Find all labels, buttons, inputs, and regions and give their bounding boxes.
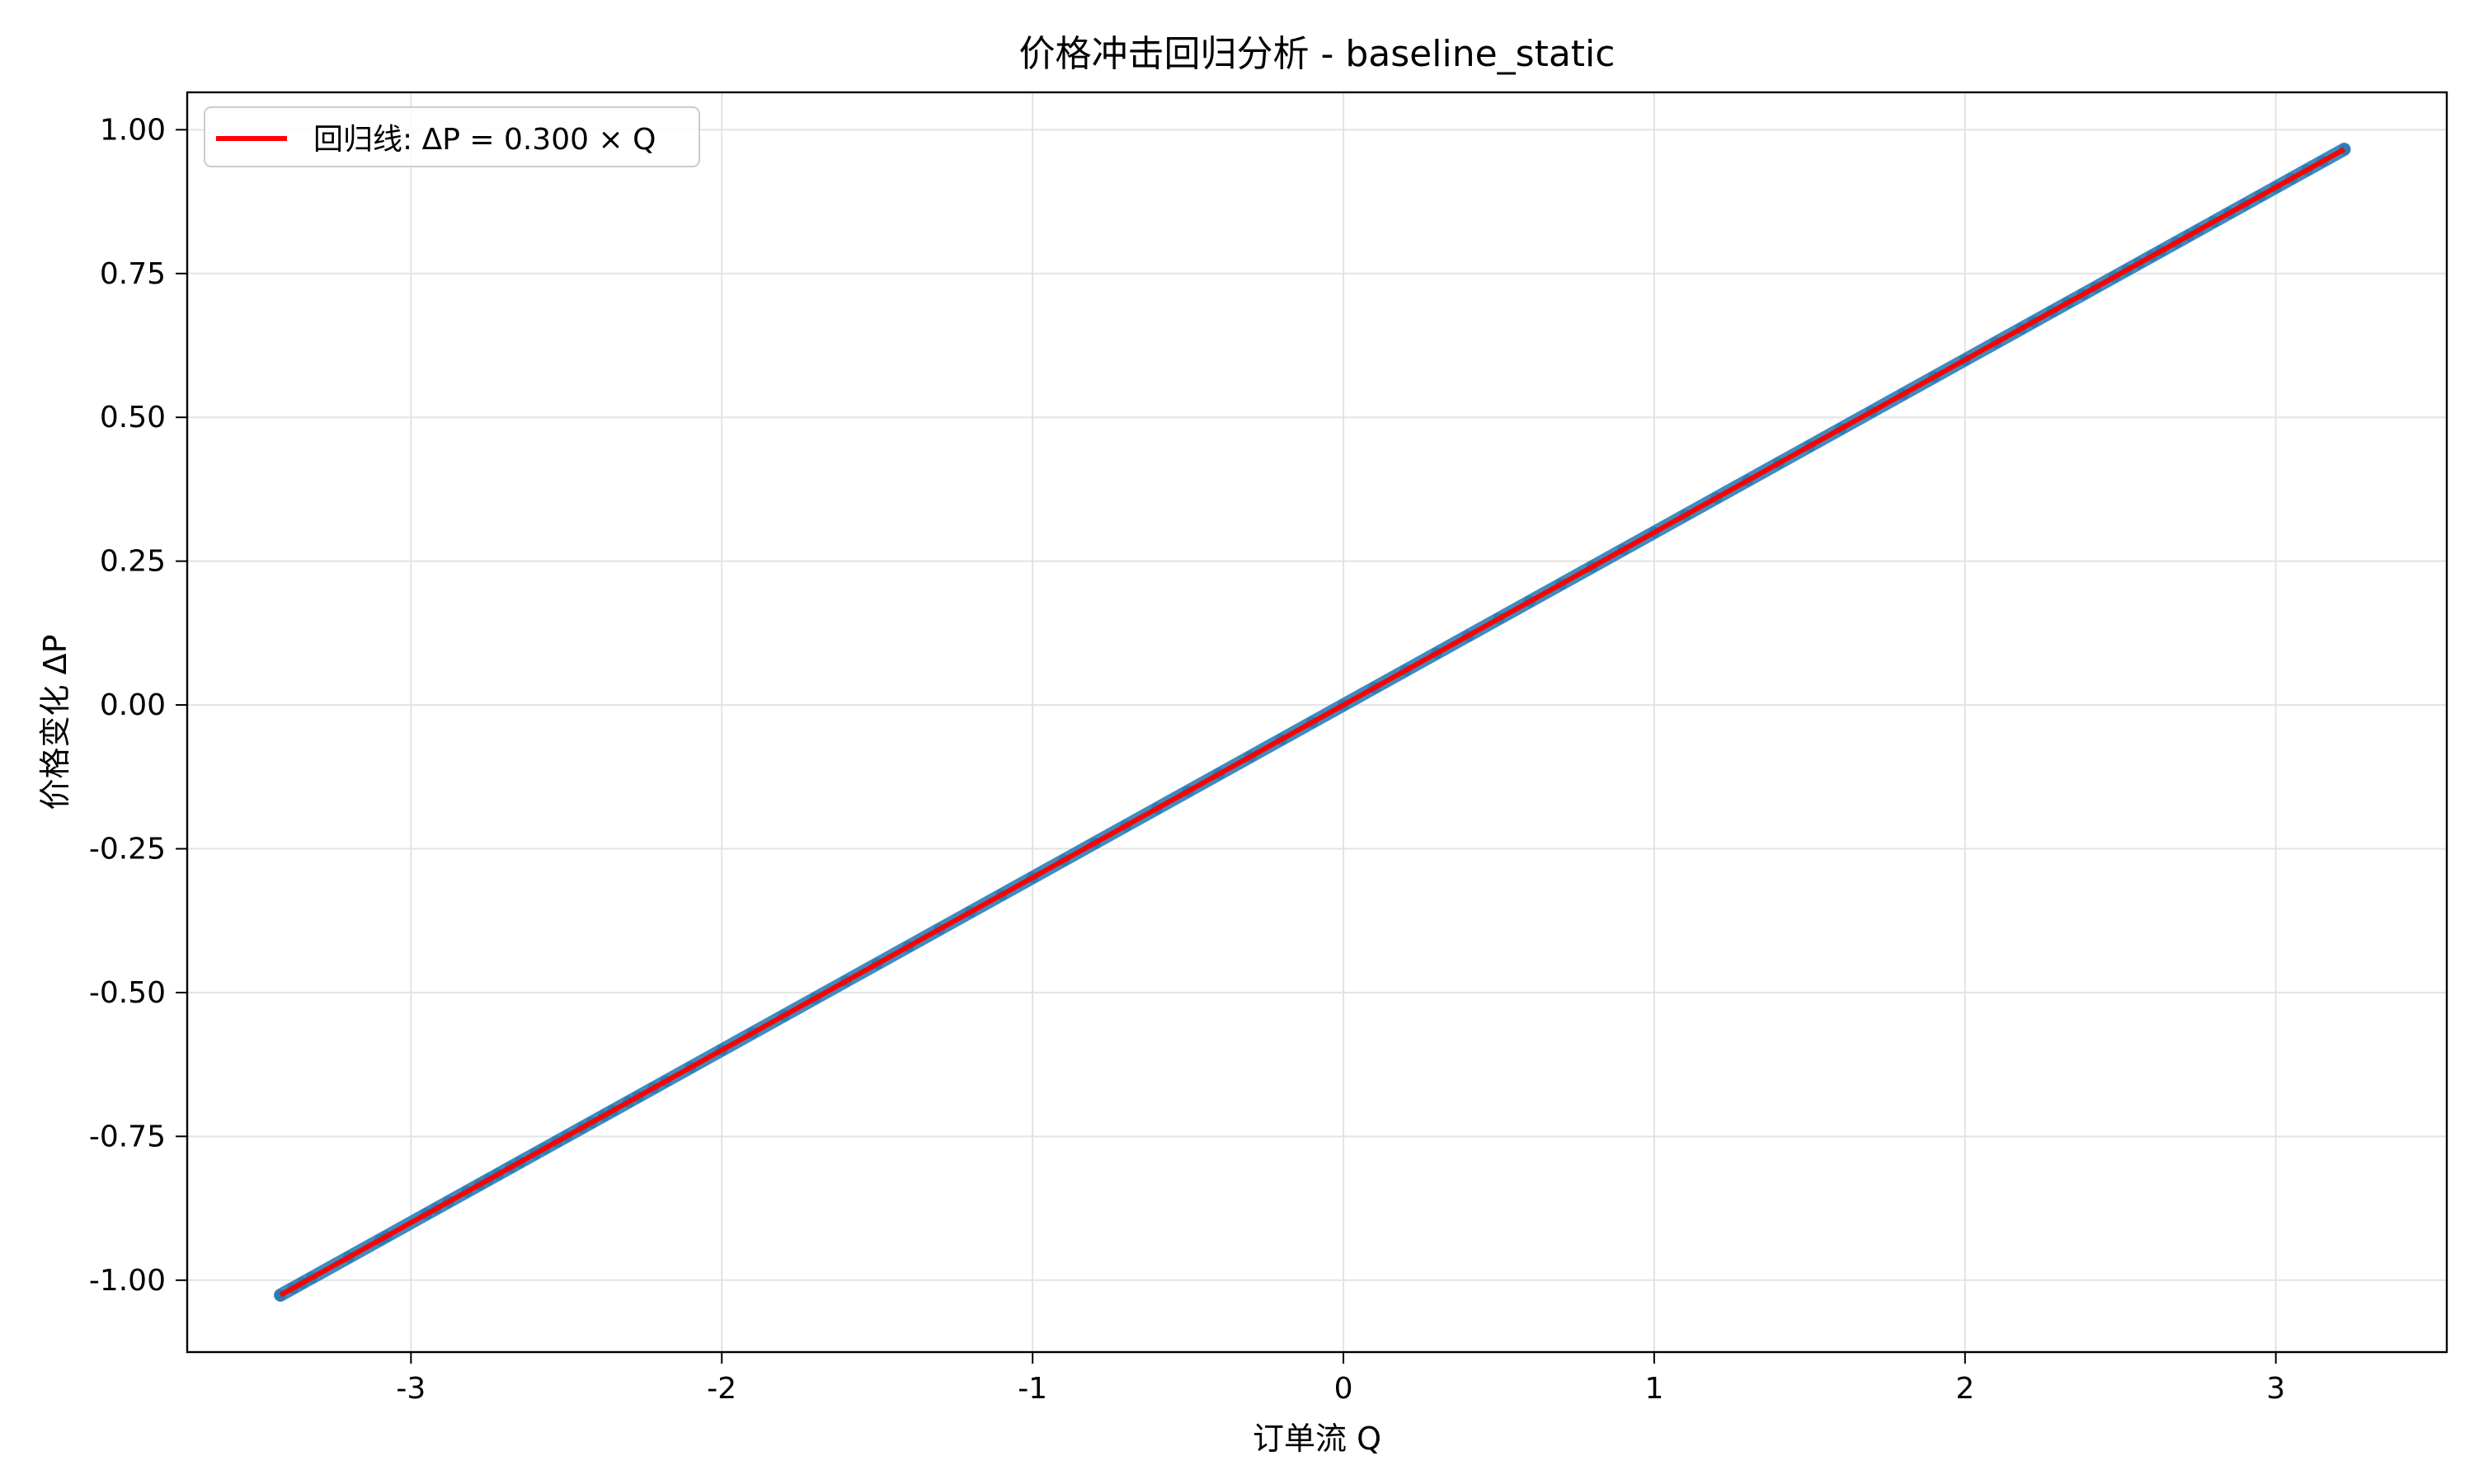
x-tick-label: 2 bbox=[1955, 1372, 1974, 1406]
y-tick-label: -0.25 bbox=[89, 832, 166, 866]
x-tick-label: 1 bbox=[1644, 1372, 1663, 1406]
grid-layer bbox=[187, 92, 2447, 1352]
y-tick-label: 0.00 bbox=[100, 688, 166, 722]
legend-box bbox=[204, 106, 700, 167]
x-axis-label: 订单流 Q bbox=[1253, 1421, 1381, 1457]
y-axis-ticks: -1.00 -0.75 -0.50 -0.25 0.00 0.25 0.50 0.75 1.00 bbox=[89, 113, 187, 1298]
y-tick-label: -0.75 bbox=[89, 1120, 166, 1153]
plot-frame bbox=[186, 91, 2448, 1354]
x-tick-label: -2 bbox=[707, 1372, 736, 1406]
x-axis-ticks: -3 -2 -1 0 1 2 3 bbox=[396, 1352, 2285, 1406]
regression-line bbox=[279, 147, 2346, 1298]
y-tick-label: -0.50 bbox=[89, 976, 166, 1010]
y-axis-label: 价格变化 ΔP bbox=[37, 635, 73, 810]
legend: 回归线: ΔP = 0.300 × Q bbox=[204, 106, 700, 167]
y-tick-label: 1.00 bbox=[100, 113, 166, 147]
y-tick-label: 0.50 bbox=[100, 401, 166, 434]
y-tick-label: -1.00 bbox=[89, 1264, 166, 1298]
x-tick-label: -1 bbox=[1018, 1372, 1047, 1406]
legend-label: 回归线: ΔP = 0.300 × Q bbox=[313, 123, 656, 157]
chart-title: 价格冲击回归分析 - baseline_static bbox=[1019, 33, 1616, 75]
x-tick-label: 3 bbox=[2266, 1372, 2285, 1406]
y-tick-label: 0.75 bbox=[100, 257, 166, 291]
y-tick-label: 0.25 bbox=[100, 545, 166, 579]
regression-line-layer bbox=[279, 147, 2346, 1298]
x-tick-label: 0 bbox=[1334, 1372, 1353, 1406]
x-tick-label: -3 bbox=[396, 1372, 426, 1406]
